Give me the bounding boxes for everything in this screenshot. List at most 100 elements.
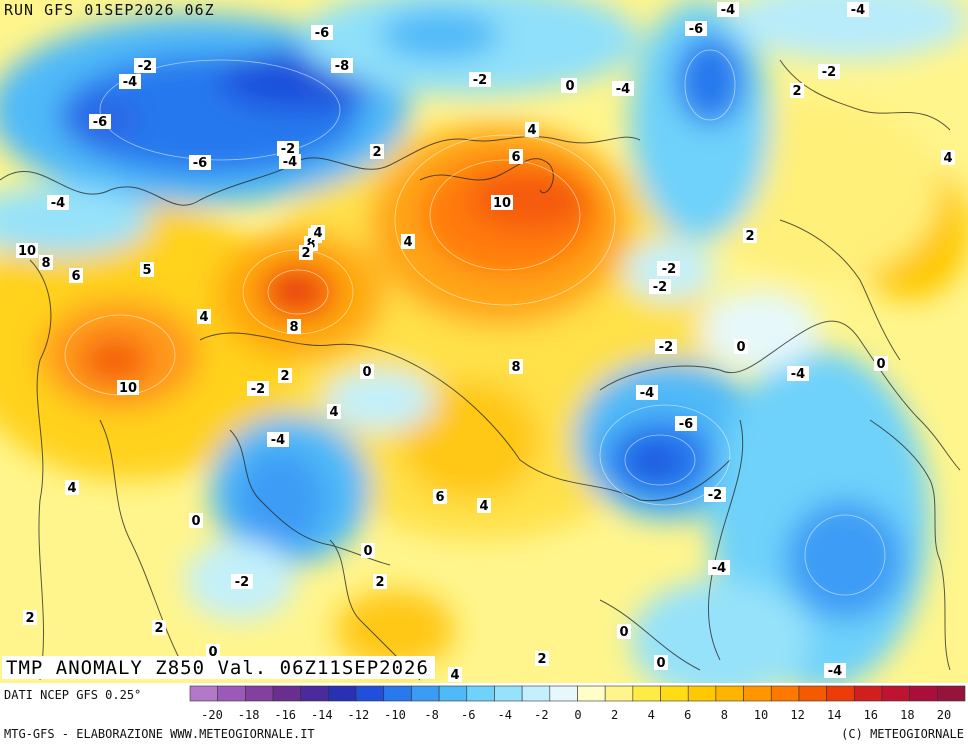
contour-label-box <box>636 385 658 400</box>
contour-label: 6 <box>71 269 80 284</box>
scale-swatch <box>466 685 495 702</box>
contour-label: 4 <box>313 226 322 241</box>
scale-swatch <box>715 685 744 702</box>
contour-label: -4 <box>791 367 805 382</box>
variable-title: TMP ANOMALY Z850 Val. 06Z11SEP2026 <box>2 656 435 679</box>
scale-tick-label: 2 <box>611 708 618 722</box>
scale-swatch <box>521 685 551 702</box>
scale-swatch <box>881 685 910 702</box>
contour-label-box <box>279 154 301 169</box>
scale-tick-label: 8 <box>721 708 728 722</box>
color-scale-bar: -20 -18 -16 -14 -12 -10 -8 -6 -4 -2 0 2 4 6 8 10 12 14 16 1… <box>189 685 966 722</box>
scale-tick-label: 20 <box>937 708 951 722</box>
scale-swatch <box>549 685 578 702</box>
contour-label: 0 <box>736 340 745 355</box>
contour-label: -2 <box>659 340 673 355</box>
contour-label-box <box>433 489 447 504</box>
contour-label-box <box>299 245 313 260</box>
footer-left-text: MTG-GFS - ELABORAZIONE WWW.METEOGIORNALE… <box>4 727 315 741</box>
contour-label: 0 <box>565 79 574 94</box>
scale-swatch <box>328 685 357 702</box>
contour-label-box <box>69 268 83 283</box>
contour-label-box <box>847 2 869 17</box>
contour-label-box <box>311 225 325 240</box>
scale-swatch <box>217 685 246 702</box>
contour-label: 0 <box>191 514 200 529</box>
contour-label-box <box>189 155 211 170</box>
scale-tick-label: -10 <box>384 708 406 722</box>
contour-label: -6 <box>679 417 693 432</box>
contour-label-box <box>197 309 211 324</box>
contour-label-box <box>818 64 840 79</box>
contour-label: 10 <box>18 244 36 259</box>
contour-label-box <box>654 655 668 670</box>
contour-label-box <box>708 560 730 575</box>
contour-label-box <box>119 74 141 89</box>
contour-label-box <box>509 149 523 164</box>
contour-label-box <box>717 2 739 17</box>
contour-label-box <box>134 58 156 73</box>
contour-label-box <box>941 150 955 165</box>
scale-tick-label: -4 <box>498 708 512 722</box>
contour-label-box <box>140 262 154 277</box>
contour-label-box <box>704 487 726 502</box>
scale-tick-label: -6 <box>461 708 475 722</box>
run-title: RUN GFS 01SEP2026 06Z <box>4 1 215 19</box>
contour-label-box <box>734 339 748 354</box>
isolines <box>64 49 886 596</box>
contour-label-box <box>47 195 69 210</box>
contour-label: 6 <box>511 150 520 165</box>
contour-label: 4 <box>67 481 76 496</box>
contour-label: -2 <box>473 73 487 88</box>
contour-label: -4 <box>712 561 726 576</box>
contour-label-box <box>23 610 37 625</box>
contour-label: -2 <box>822 65 836 80</box>
scale-swatch <box>189 685 218 702</box>
contour-label-box <box>790 83 804 98</box>
contour-label-box <box>267 432 289 447</box>
contour-label-box <box>743 228 757 243</box>
scale-swatch <box>632 685 661 702</box>
contour-label-box <box>401 234 415 249</box>
contour-label-box <box>535 651 549 666</box>
legend-footer: DATI NCEP GFS 0.25° -20 -18 -16 -14 -12 -10 -8… <box>0 683 968 745</box>
contour-label-box <box>89 114 111 129</box>
contour-label-box <box>563 78 577 93</box>
contour-label: -6 <box>193 156 207 171</box>
footer-right-text: (C) METEOGIORNALE <box>841 727 964 741</box>
contour-label: 0 <box>208 645 217 660</box>
scale-swatch <box>245 685 274 702</box>
contour-label: 4 <box>450 668 459 683</box>
contour-label-box <box>649 279 671 294</box>
contour-label: 2 <box>280 369 289 384</box>
contour-label-box <box>655 339 677 354</box>
contour-label-box <box>370 144 384 159</box>
contour-label: 8 <box>306 237 315 252</box>
anomaly-map: -6-2-4-8-6-6-4-2-4-2-6-40246845286101010… <box>0 0 968 683</box>
contour-label-box <box>65 480 79 495</box>
contour-labels: -6-2-4-8-6-6-4-2-4-2-6-40246845286101010… <box>16 2 955 683</box>
scale-swatch <box>687 685 717 702</box>
contour-label: 4 <box>199 310 208 325</box>
scale-tick-label: 0 <box>574 708 581 722</box>
contour-label-box <box>278 368 292 383</box>
contour-label-box <box>247 381 269 396</box>
contour-label-box <box>612 81 634 96</box>
scale-tick-label: 10 <box>754 708 768 722</box>
contour-label-box <box>39 255 53 270</box>
contour-label: 6 <box>435 490 444 505</box>
contour-label: 0 <box>363 544 372 559</box>
scale-swatch <box>383 685 412 702</box>
map-canvas: -6-2-4-8-6-6-4-2-4-2-6-40246845286101010… <box>0 0 968 683</box>
contour-label: -2 <box>138 59 152 74</box>
scale-tick-label: -12 <box>348 708 370 722</box>
contour-label: -4 <box>271 433 285 448</box>
contour-label: -8 <box>335 59 349 74</box>
contour-label: -2 <box>235 575 249 590</box>
scale-swatch <box>494 685 523 702</box>
scale-swatch <box>826 685 855 702</box>
scale-tick-label: 12 <box>790 708 804 722</box>
scale-swatch <box>853 685 883 702</box>
data-source-text: DATI NCEP GFS 0.25° <box>4 688 142 702</box>
contour-label: 8 <box>41 256 50 271</box>
